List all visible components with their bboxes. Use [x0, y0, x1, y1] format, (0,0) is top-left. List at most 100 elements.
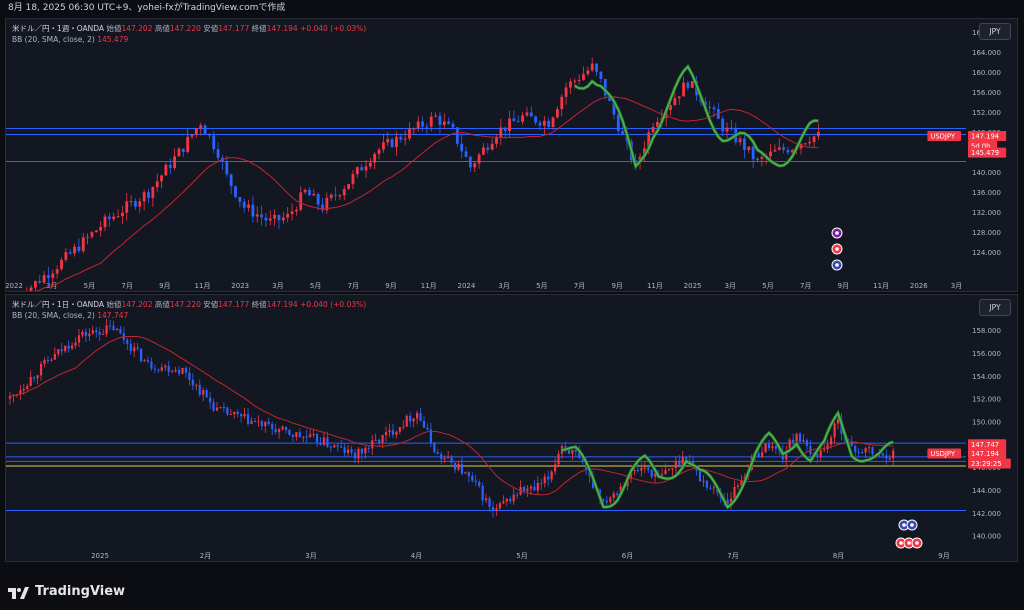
candle-body: [377, 149, 381, 154]
price-tick-label: 128.000: [972, 229, 1001, 237]
candle-body: [55, 269, 59, 274]
candle-body: [808, 141, 812, 144]
candle-body: [302, 436, 305, 438]
candle-body: [605, 500, 608, 503]
time-tick-label: 9月: [159, 282, 170, 290]
candle-body: [350, 449, 353, 453]
candle-body: [547, 120, 551, 127]
candle-body: [216, 149, 220, 158]
candle-body: [573, 80, 577, 82]
daily-symbol[interactable]: 米ドル／円・1日・OANDA: [12, 300, 105, 309]
time-tick-label: 5月: [310, 282, 321, 290]
candle-body: [529, 486, 533, 489]
bb-indicator-label[interactable]: BB (20, SMA, close, 2): [12, 311, 95, 320]
candle-body: [705, 480, 708, 488]
candle-body: [160, 367, 163, 371]
chart-panel-weekly[interactable]: 168.000164.000160.000156.000152.000148.0…: [5, 18, 1018, 292]
price-tick-label: 158.000: [972, 327, 1001, 335]
symbol-tag-text: USDJPY: [930, 133, 955, 141]
candle-body: [247, 204, 250, 208]
candle-body: [147, 192, 150, 198]
candle-body: [212, 135, 216, 150]
chart-panel-daily[interactable]: 158.000156.000154.000152.000150.000148.0…: [5, 294, 1018, 562]
candle-body: [736, 485, 740, 487]
weekly-chart-canvas[interactable]: 168.000164.000160.000156.000152.000148.0…: [6, 19, 1018, 292]
event-economic-icon-dot: [835, 247, 839, 251]
candle-body: [747, 146, 751, 151]
time-tick-label: 9月: [838, 282, 849, 290]
candle-body: [460, 143, 464, 152]
candle-body: [440, 453, 443, 460]
candle-body: [303, 189, 307, 193]
candle-body: [678, 461, 681, 467]
candle-body: [94, 230, 98, 233]
candle-body: [871, 447, 874, 454]
candle-body: [603, 78, 607, 96]
candle-body: [347, 449, 350, 454]
weekly-legend: 米ドル／円・1週・OANDA 始値147.202 高値147.220 安値147…: [12, 23, 366, 45]
candle-body: [319, 442, 322, 445]
candle-body: [26, 385, 29, 390]
weekly-symbol[interactable]: 米ドル／円・1週・OANDA: [12, 24, 105, 33]
candle-body: [153, 368, 156, 370]
countdown-tag-text: 23:29:25: [971, 460, 1002, 468]
candle-body: [36, 375, 39, 379]
bb-indicator-label[interactable]: BB (20, SMA, close, 2): [12, 35, 95, 44]
candle-body: [495, 136, 498, 144]
candle-body: [892, 450, 895, 459]
brand-name: TradingView: [35, 584, 126, 599]
candle-body: [602, 499, 605, 501]
price-tick-label: 144.000: [972, 487, 1001, 495]
candle-body: [181, 368, 184, 374]
candle-body: [347, 184, 350, 190]
daily-chart-canvas[interactable]: 158.000156.000154.000152.000150.000148.0…: [6, 295, 1018, 562]
candle-body: [133, 347, 136, 352]
candle-body: [209, 397, 212, 403]
time-tick-label: 5月: [762, 282, 773, 290]
candle-body: [403, 138, 407, 140]
candle-body: [399, 136, 403, 140]
candle-body: [88, 333, 91, 337]
candle-body: [119, 328, 122, 334]
candle-body: [616, 493, 619, 496]
candle-body: [264, 421, 267, 427]
candle-body: [50, 359, 53, 361]
candle-body: [125, 201, 129, 213]
candle-body: [316, 193, 320, 205]
candle-body: [274, 428, 277, 433]
candle-body: [164, 164, 168, 176]
candle-body: [412, 128, 416, 130]
candle-body: [378, 439, 381, 443]
candle-body: [146, 360, 150, 362]
last-price-tag-bg: [968, 448, 1007, 459]
candle-body: [803, 143, 807, 145]
candle-body: [260, 214, 263, 218]
time-tick-label: 2026: [910, 282, 928, 290]
candle-body: [733, 486, 736, 499]
candle-body: [164, 365, 167, 368]
candle-body: [34, 281, 37, 288]
candle-body: [491, 506, 495, 512]
currency-button[interactable]: JPY: [979, 23, 1011, 40]
daily-legend: 米ドル／円・1日・OANDA 始値147.202 高値147.220 安値147…: [12, 299, 366, 321]
bb-indicator-value: 145.479: [97, 35, 129, 44]
tradingview-logo[interactable]: TradingView: [8, 584, 125, 599]
candle-body: [503, 127, 507, 131]
candle-body: [229, 414, 232, 416]
candle-body: [486, 147, 490, 150]
price-tick-label: 150.000: [972, 418, 1001, 426]
candle-body: [22, 389, 25, 391]
candle-body: [564, 87, 568, 97]
candle-body: [686, 82, 690, 88]
candle-body: [342, 189, 346, 196]
price-tick-label: 140.000: [972, 169, 1001, 177]
candle-body: [660, 474, 664, 476]
open-value: 147.202: [121, 24, 153, 33]
candle-body: [367, 447, 370, 449]
currency-button[interactable]: JPY: [979, 299, 1011, 316]
candle-body: [471, 476, 474, 481]
candle-body: [107, 216, 111, 220]
candle-body: [136, 347, 139, 349]
candle-body: [447, 121, 451, 124]
candle-body: [482, 147, 485, 155]
